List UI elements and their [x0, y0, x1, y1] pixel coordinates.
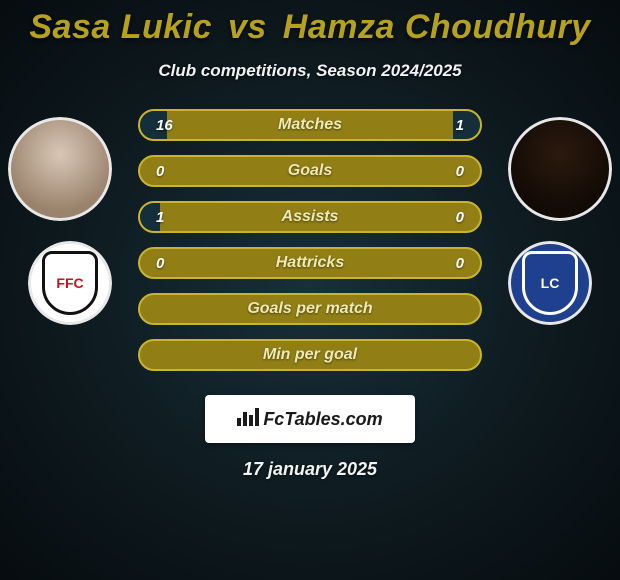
club-crest-left: FFC	[42, 251, 98, 315]
club-crest-left-text: FFC	[56, 275, 83, 291]
player2-club-badge-inner: LC	[508, 241, 592, 325]
player2-name: Hamza Choudhury	[283, 8, 591, 46]
attribution-logo: FcTables.com	[237, 408, 382, 431]
attribution-badge: FcTables.com	[205, 395, 415, 443]
bar-chart-icon	[237, 408, 259, 431]
stat-bar: Min per goal	[138, 339, 482, 371]
stat-label: Matches	[278, 116, 342, 134]
club-crest-right: LC	[522, 251, 578, 315]
stat-value-left: 1	[156, 209, 164, 226]
stat-bar: Goals per match	[138, 293, 482, 325]
stat-label: Hattricks	[276, 254, 344, 272]
stat-value-right: 0	[456, 163, 464, 180]
infographic-root: Sasa Lukic vs Hamza Choudhury Club compe…	[0, 0, 620, 580]
page-title: Sasa Lukic vs Hamza Choudhury	[29, 8, 590, 47]
stat-bar: Goals 0 0	[138, 155, 482, 187]
player1-avatar	[8, 117, 112, 221]
player2-avatar-image	[508, 117, 612, 221]
stat-bars: Matches161Goals00Assists10Hattricks00Goa…	[138, 109, 482, 371]
player1-club-badge-inner: FFC	[28, 241, 112, 325]
stat-value-right: 0	[456, 209, 464, 226]
stat-value-right: 0	[456, 255, 464, 272]
stat-bar: Hattricks 0 0	[138, 247, 482, 279]
comparison-arena: FFC LC Matches161Goals00Assists10Hattric…	[0, 109, 620, 389]
stat-value-left: 0	[156, 163, 164, 180]
stat-bar: Matches 16 1	[138, 109, 482, 141]
stat-value-left: 0	[156, 255, 164, 272]
attribution-text: FcTables.com	[263, 409, 382, 430]
player1-name: Sasa Lukic	[29, 8, 212, 46]
stat-value-left: 16	[156, 117, 173, 134]
stat-value-right: 1	[456, 117, 464, 134]
club-crest-right-text: LC	[541, 275, 560, 291]
stat-label: Min per goal	[263, 346, 357, 364]
subtitle: Club competitions, Season 2024/2025	[158, 61, 461, 81]
player2-avatar	[508, 117, 612, 221]
stat-bar: Assists 1 0	[138, 201, 482, 233]
player1-club-badge: FFC	[28, 241, 112, 325]
stat-label: Goals per match	[247, 300, 372, 318]
stat-label: Assists	[282, 208, 339, 226]
player1-avatar-image	[8, 117, 112, 221]
vs-label: vs	[228, 8, 267, 46]
date-label: 17 january 2025	[243, 459, 377, 480]
player2-club-badge: LC	[508, 241, 592, 325]
stat-label: Goals	[288, 162, 332, 180]
